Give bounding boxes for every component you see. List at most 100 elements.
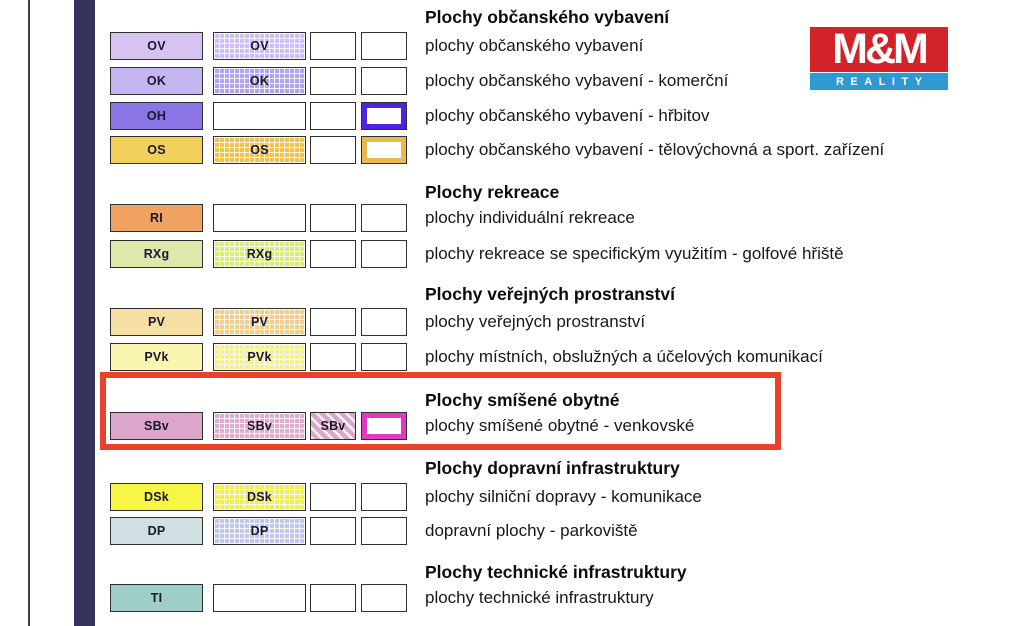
swatch-sbv-diagonal: SBv — [310, 412, 356, 440]
swatch-code: OK — [249, 74, 270, 88]
swatch-os-solid: OS — [110, 136, 203, 164]
swatch-code: DSk — [144, 490, 169, 504]
outline-fill — [362, 413, 406, 439]
legend-row-os: OS OS plochy občanského vybavení - tělov… — [110, 136, 1010, 164]
swatch-empty-box — [361, 240, 407, 268]
swatch-ok-solid: OK — [110, 67, 203, 95]
map-border-bar — [74, 0, 95, 626]
swatch-rxg-hatched: RXg — [213, 240, 306, 268]
swatch-empty-box — [310, 204, 356, 232]
section-title-technicka-infrastruktura: Plochy technické infrastruktury — [425, 562, 687, 582]
swatch-code: SBv — [320, 419, 346, 433]
legend-label: plochy smíšené obytné - venkovské — [425, 416, 695, 435]
section-title-obcanske-vybaveni: Plochy občanského vybavení — [425, 7, 670, 27]
swatch-code: RXg — [143, 247, 170, 261]
legend-label: plochy občanského vybavení - hřbitov — [425, 106, 710, 125]
swatch-empty-box — [213, 584, 306, 612]
legend-row-ri: RI plochy individuální rekreace — [110, 204, 1010, 232]
swatch-code: OV — [250, 39, 269, 53]
swatch-dp-solid: DP — [110, 517, 203, 545]
swatch-ok-hatched: OK — [213, 67, 306, 95]
swatch-empty-box — [310, 308, 356, 336]
swatch-code: DSk — [247, 490, 272, 504]
swatch-empty-box — [310, 67, 356, 95]
swatch-code: SBv — [247, 419, 272, 433]
swatch-code: RI — [150, 211, 163, 225]
logo-text-mm: M&M — [832, 27, 929, 72]
swatch-empty-box — [310, 483, 356, 511]
swatch-code: OH — [146, 109, 167, 123]
swatch-ri-solid: RI — [110, 204, 203, 232]
swatch-code: DP — [250, 524, 269, 538]
swatch-dsk-solid: DSk — [110, 483, 203, 511]
legend-label: plochy rekreace se specifickým využitím … — [425, 244, 844, 263]
swatch-code: OS — [147, 143, 166, 157]
legend-row-dp: DP DP dopravní plochy - parkoviště — [110, 517, 1010, 545]
swatch-code: RXg — [246, 247, 273, 261]
highlight-annotation-box — [100, 372, 781, 450]
swatch-empty-box — [310, 584, 356, 612]
legend-row-ov: OV OV plochy občanského vybavení — [110, 32, 1010, 60]
swatch-empty-box — [213, 102, 306, 130]
legend-row-dsk: DSk DSk plochy silniční dopravy - komuni… — [110, 483, 1010, 511]
legend-label: plochy silniční dopravy - komunikace — [425, 487, 702, 506]
swatch-code: PV — [147, 315, 166, 329]
swatch-empty-box — [361, 584, 407, 612]
swatch-empty-box — [310, 343, 356, 371]
swatch-pvk-solid: PVk — [110, 343, 203, 371]
legend-label: dopravní plochy - parkoviště — [425, 521, 638, 540]
outline-fill — [362, 103, 406, 129]
mm-reality-logo: M&M REALITY — [810, 27, 948, 90]
swatch-empty-box — [310, 240, 356, 268]
swatch-empty-box — [310, 517, 356, 545]
legend-row-ti: TI plochy technické infrastruktury — [110, 584, 1010, 612]
swatch-dp-hatched: DP — [213, 517, 306, 545]
legend-row-pv: PV PV plochy veřejných prostranství — [110, 308, 1010, 336]
swatch-pv-solid: PV — [110, 308, 203, 336]
swatch-empty-box — [361, 204, 407, 232]
legend-row-pvk: PVk PVk plochy místních, obslužných a úč… — [110, 343, 1010, 371]
swatch-ti-solid: TI — [110, 584, 203, 612]
swatch-ov-solid: OV — [110, 32, 203, 60]
swatch-code: OK — [146, 74, 167, 88]
swatch-empty-box — [310, 32, 356, 60]
swatch-code: PV — [250, 315, 269, 329]
swatch-code: TI — [150, 591, 163, 605]
outline-fill — [362, 137, 406, 163]
swatch-sbv-solid: SBv — [110, 412, 203, 440]
swatch-empty-box — [310, 136, 356, 164]
legend-label: plochy občanského vybavení - komerční — [425, 71, 729, 90]
mm-reality-logo-band: REALITY — [810, 73, 948, 90]
legend-label: plochy individuální rekreace — [425, 208, 635, 227]
swatch-os-hatched: OS — [213, 136, 306, 164]
legend-label: plochy veřejných prostranství — [425, 312, 646, 331]
swatch-oh-outline-box — [361, 102, 407, 130]
mm-reality-logo-mark: M&M — [810, 27, 948, 72]
legend-label: plochy technické infrastruktury — [425, 588, 654, 607]
swatch-empty-box — [361, 483, 407, 511]
swatch-empty-box — [361, 308, 407, 336]
swatch-empty-box — [361, 343, 407, 371]
swatch-empty-box — [310, 102, 356, 130]
swatch-os-outline-box — [361, 136, 407, 164]
swatch-ov-hatched: OV — [213, 32, 306, 60]
legend-label: plochy místních, obslužných a účelových … — [425, 347, 823, 366]
section-title-smisene-obytne: Plochy smíšené obytné — [425, 390, 620, 410]
swatch-code: OV — [147, 39, 166, 53]
swatch-code: PVk — [144, 350, 169, 364]
section-title-dopravni-infrastruktura: Plochy dopravní infrastruktury — [425, 458, 680, 478]
swatch-empty-box — [213, 204, 306, 232]
swatch-rxg-solid: RXg — [110, 240, 203, 268]
section-title-verejna-prostranstvi: Plochy veřejných prostranství — [425, 284, 675, 304]
swatch-pvk-hatched: PVk — [213, 343, 306, 371]
swatch-empty-box — [361, 32, 407, 60]
swatch-sbv-outline-box — [361, 412, 407, 440]
section-title-rekreace: Plochy rekreace — [425, 182, 560, 202]
legend-label: plochy občanského vybavení - tělovýchovn… — [425, 140, 885, 159]
legend-row-sbv: SBv SBv SBv plochy smíšené obytné - venk… — [110, 412, 1010, 440]
legend-row-rxg: RXg RXg plochy rekreace se specifickým v… — [110, 240, 1010, 268]
swatch-code: OS — [250, 143, 269, 157]
swatch-oh-solid: OH — [110, 102, 203, 130]
swatch-code: SBv — [144, 419, 169, 433]
